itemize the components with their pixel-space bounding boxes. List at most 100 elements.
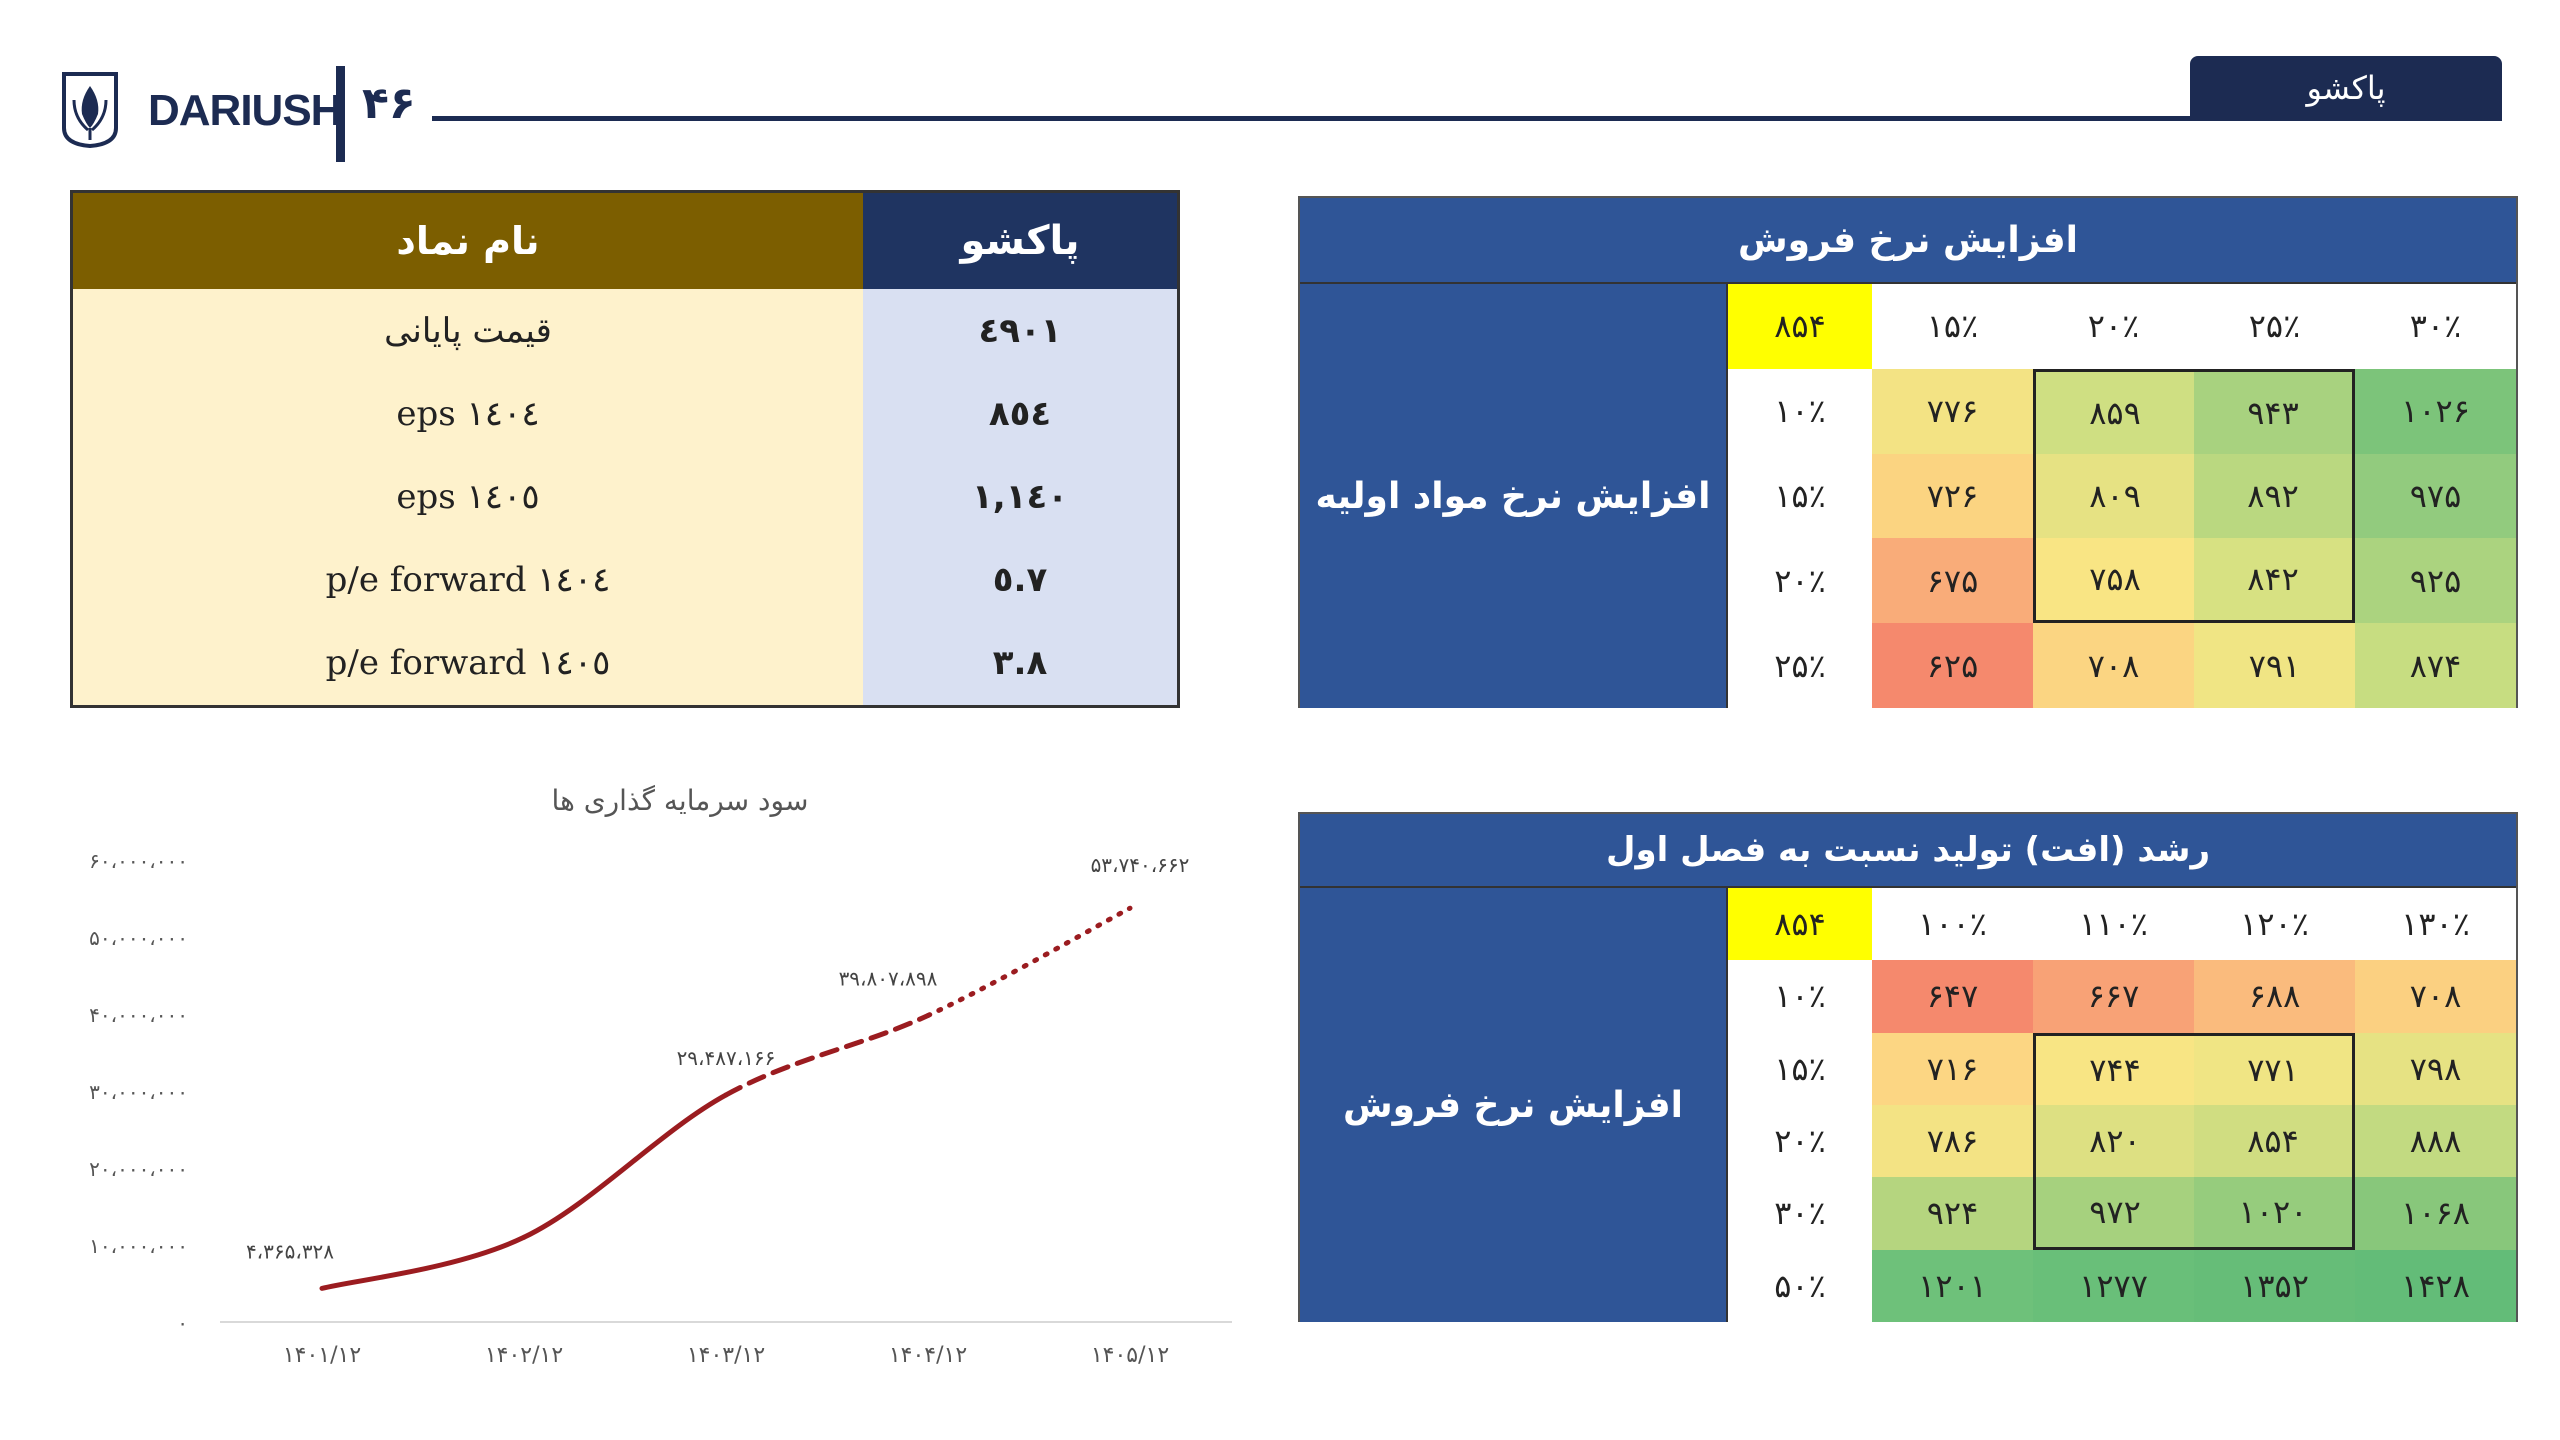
header-symbol-cell: پاکشو [863,193,1177,289]
data-label: ۵۳،۷۴۰،۶۶۲ [1091,853,1190,877]
base-value-cell: ۸۵۴ [1728,284,1872,369]
data-label: ۳۹،۸۰۷،۸۹۸ [839,966,938,990]
dariush-logo-icon [62,72,118,148]
row-label: قیمت پایانی [73,289,863,373]
series-segment [925,905,1133,1018]
series-segment [319,1234,527,1291]
row-header: ۲۵٪ [1728,623,1872,708]
col-header: ۱۲۰٪ [2194,888,2355,961]
page-number: ۴۶ [362,78,416,129]
table-cell: ۷۸۶ [1872,1105,2033,1178]
table-title: رشد (افت) تولید نسبت به فصل اول [1300,814,2516,888]
row-header: ۱۰٪ [1728,960,1872,1033]
y-tick-label: ۲۰،۰۰۰،۰۰۰ [89,1157,188,1181]
col-header: ۱۰۰٪ [1872,888,2033,961]
table-cell: ۱۲۷۷ [2033,1249,2194,1322]
table-cell: ۱۰۶۸ [2355,1177,2516,1250]
row-axis-label: افزایش نرخ فروش [1300,888,1728,1322]
series-line [319,905,1133,1291]
y-tick-label: ۵۰،۰۰۰،۰۰۰ [89,926,188,950]
row-header: ۱۵٪ [1728,1032,1872,1105]
table-cell: ۶۷۵ [1872,538,2033,624]
symbol-info-table: نام نماد پاکشو قیمت پایانی ٤٩٠١ eps ١٤٠٤… [70,190,1180,708]
table-cell: ۱۰۲۰ [2194,1177,2355,1250]
table-cell: ۸۵۴ [2194,1105,2355,1178]
section-tab: پاکشو [2190,56,2502,120]
table-cell: ۶۲۵ [1872,623,2033,708]
x-tick-label: ۱۴۰۵/۱۲ [1091,1343,1169,1368]
table-cell: ۹۲۵ [2355,538,2516,624]
x-tick-label: ۱۴۰۳/۱۲ [687,1343,765,1368]
line-chart-svg: سود سرمایه گذاری ها ۰ ۱۰،۰۰۰،۰۰۰ ۲۰،۰۰۰،۰۰… [89,784,1232,1368]
row-header: ۱۰٪ [1728,368,1872,454]
table-cell: ۹۴۳ [2194,368,2355,454]
y-axis-ticks: ۰ ۱۰،۰۰۰،۰۰۰ ۲۰،۰۰۰،۰۰۰ ۳۰،۰۰۰،۰۰۰ ۴۰،۰۰۰،۰۰… [89,849,188,1335]
row-value: ١,١٤٠ [863,455,1177,539]
table-cell: ۸۵۹ [2033,368,2194,454]
table-cell: ۹۷۵ [2355,453,2516,539]
x-tick-label: ۱۴۰۱/۱۲ [283,1343,361,1368]
brand-name: DARIUSH [148,86,342,135]
table-cell: ۷۷۱ [2194,1032,2355,1105]
table-title: افزایش نرخ فروش [1300,198,2516,284]
table-cell: ۸۹۲ [2194,453,2355,539]
col-header: ۲۰٪ [2033,284,2194,369]
row-header: ۲۰٪ [1728,1105,1872,1178]
sensitivity-table-price-vs-material: افزایش نرخ فروش افزایش نرخ مواد اولیه ۸۵… [1298,196,2518,708]
table-cell: ۷۰۸ [2355,960,2516,1033]
sensitivity-table-production-vs-price: رشد (افت) تولید نسبت به فصل اول افزایش ن… [1298,812,2518,1322]
table-cell: ۸۷۴ [2355,623,2516,708]
header-divider [336,66,345,162]
row-header: ۱۵٪ [1728,453,1872,539]
header-name-cell: نام نماد [73,193,863,289]
y-tick-label: ۱۰،۰۰۰،۰۰۰ [89,1234,188,1258]
table-cell: ۱۲۰۱ [1872,1249,2033,1322]
table-cell: ۷۲۶ [1872,453,2033,539]
investment-profit-chart: سود سرمایه گذاری ها ۰ ۱۰،۰۰۰،۰۰۰ ۲۰،۰۰۰،۰۰… [60,770,1240,1390]
data-label: ۴،۳۶۵،۳۲۸ [246,1239,334,1263]
base-value-cell: ۸۵۴ [1728,888,1872,961]
col-header: ۱۱۰٪ [2033,888,2194,961]
series-segment [521,1092,729,1240]
table-cell: ۷۹۸ [2355,1032,2516,1105]
table-cell: ۸۴۲ [2194,538,2355,624]
table-cell: ۶۸۸ [2194,960,2355,1033]
row-value: ٤٩٠١ [863,289,1177,373]
y-tick-label: ۴۰،۰۰۰،۰۰۰ [89,1003,188,1027]
table-cell: ۹۲۴ [1872,1177,2033,1250]
col-header: ۱۵٪ [1872,284,2033,369]
x-tick-label: ۱۴۰۴/۱۲ [889,1343,967,1368]
series-segment [723,1012,931,1098]
table-cell: ۸۰۹ [2033,453,2194,539]
row-value: ٣.٨ [863,621,1177,705]
data-label: ۲۹،۴۸۷،۱۶۶ [677,1046,776,1070]
header-rule [432,116,2502,121]
table-cell: ۷۱۶ [1872,1032,2033,1105]
row-label: p/e forward ١٤٠٤ [73,538,863,622]
row-label: p/e forward ١٤٠٥ [73,621,863,705]
table-cell: ۱۳۵۲ [2194,1249,2355,1322]
table-cell: ۷۷۶ [1872,368,2033,454]
table-cell: ۱۴۲۸ [2355,1249,2516,1322]
table-cell: ۸۸۸ [2355,1105,2516,1178]
col-header: ۱۳۰٪ [2355,888,2516,961]
row-label: eps ١٤٠٤ [73,372,863,456]
table-cell: ۷۴۴ [2033,1032,2194,1105]
table-cell: ۶۶۷ [2033,960,2194,1033]
table-cell: ۸۲۰ [2033,1105,2194,1178]
x-tick-label: ۱۴۰۲/۱۲ [485,1343,563,1368]
chart-title: سود سرمایه گذاری ها [552,784,809,817]
col-header: ۳۰٪ [2355,284,2516,369]
y-tick-label: ۰ [177,1311,188,1335]
row-header: ۳۰٪ [1728,1177,1872,1250]
y-tick-label: ۳۰،۰۰۰،۰۰۰ [89,1080,188,1104]
table-cell: ۶۴۷ [1872,960,2033,1033]
table-cell: ۷۵۸ [2033,538,2194,624]
table-cell: ۹۷۲ [2033,1177,2194,1250]
x-axis-ticks: ۱۴۰۱/۱۲ ۱۴۰۲/۱۲ ۱۴۰۳/۱۲ ۱۴۰۴/۱۲ ۱۴۰۵/۱۲ [283,1343,1169,1368]
table-cell: ۷۹۱ [2194,623,2355,708]
y-tick-label: ۶۰،۰۰۰،۰۰۰ [89,849,188,873]
row-header: ۵۰٪ [1728,1249,1872,1322]
row-header: ۲۰٪ [1728,538,1872,624]
row-label: eps ١٤٠٥ [73,455,863,539]
